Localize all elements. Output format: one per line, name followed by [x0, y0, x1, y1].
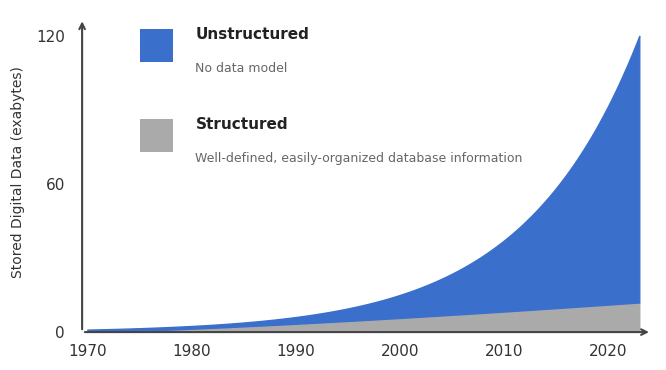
- Text: Well-defined, easily-organized database information: Well-defined, easily-organized database …: [195, 152, 523, 165]
- FancyBboxPatch shape: [141, 29, 173, 63]
- FancyBboxPatch shape: [141, 119, 173, 152]
- Y-axis label: Stored Digital Data (exabytes): Stored Digital Data (exabytes): [11, 65, 25, 278]
- Text: Structured: Structured: [195, 117, 288, 132]
- Text: No data model: No data model: [195, 63, 288, 75]
- Text: Unstructured: Unstructured: [195, 27, 309, 42]
